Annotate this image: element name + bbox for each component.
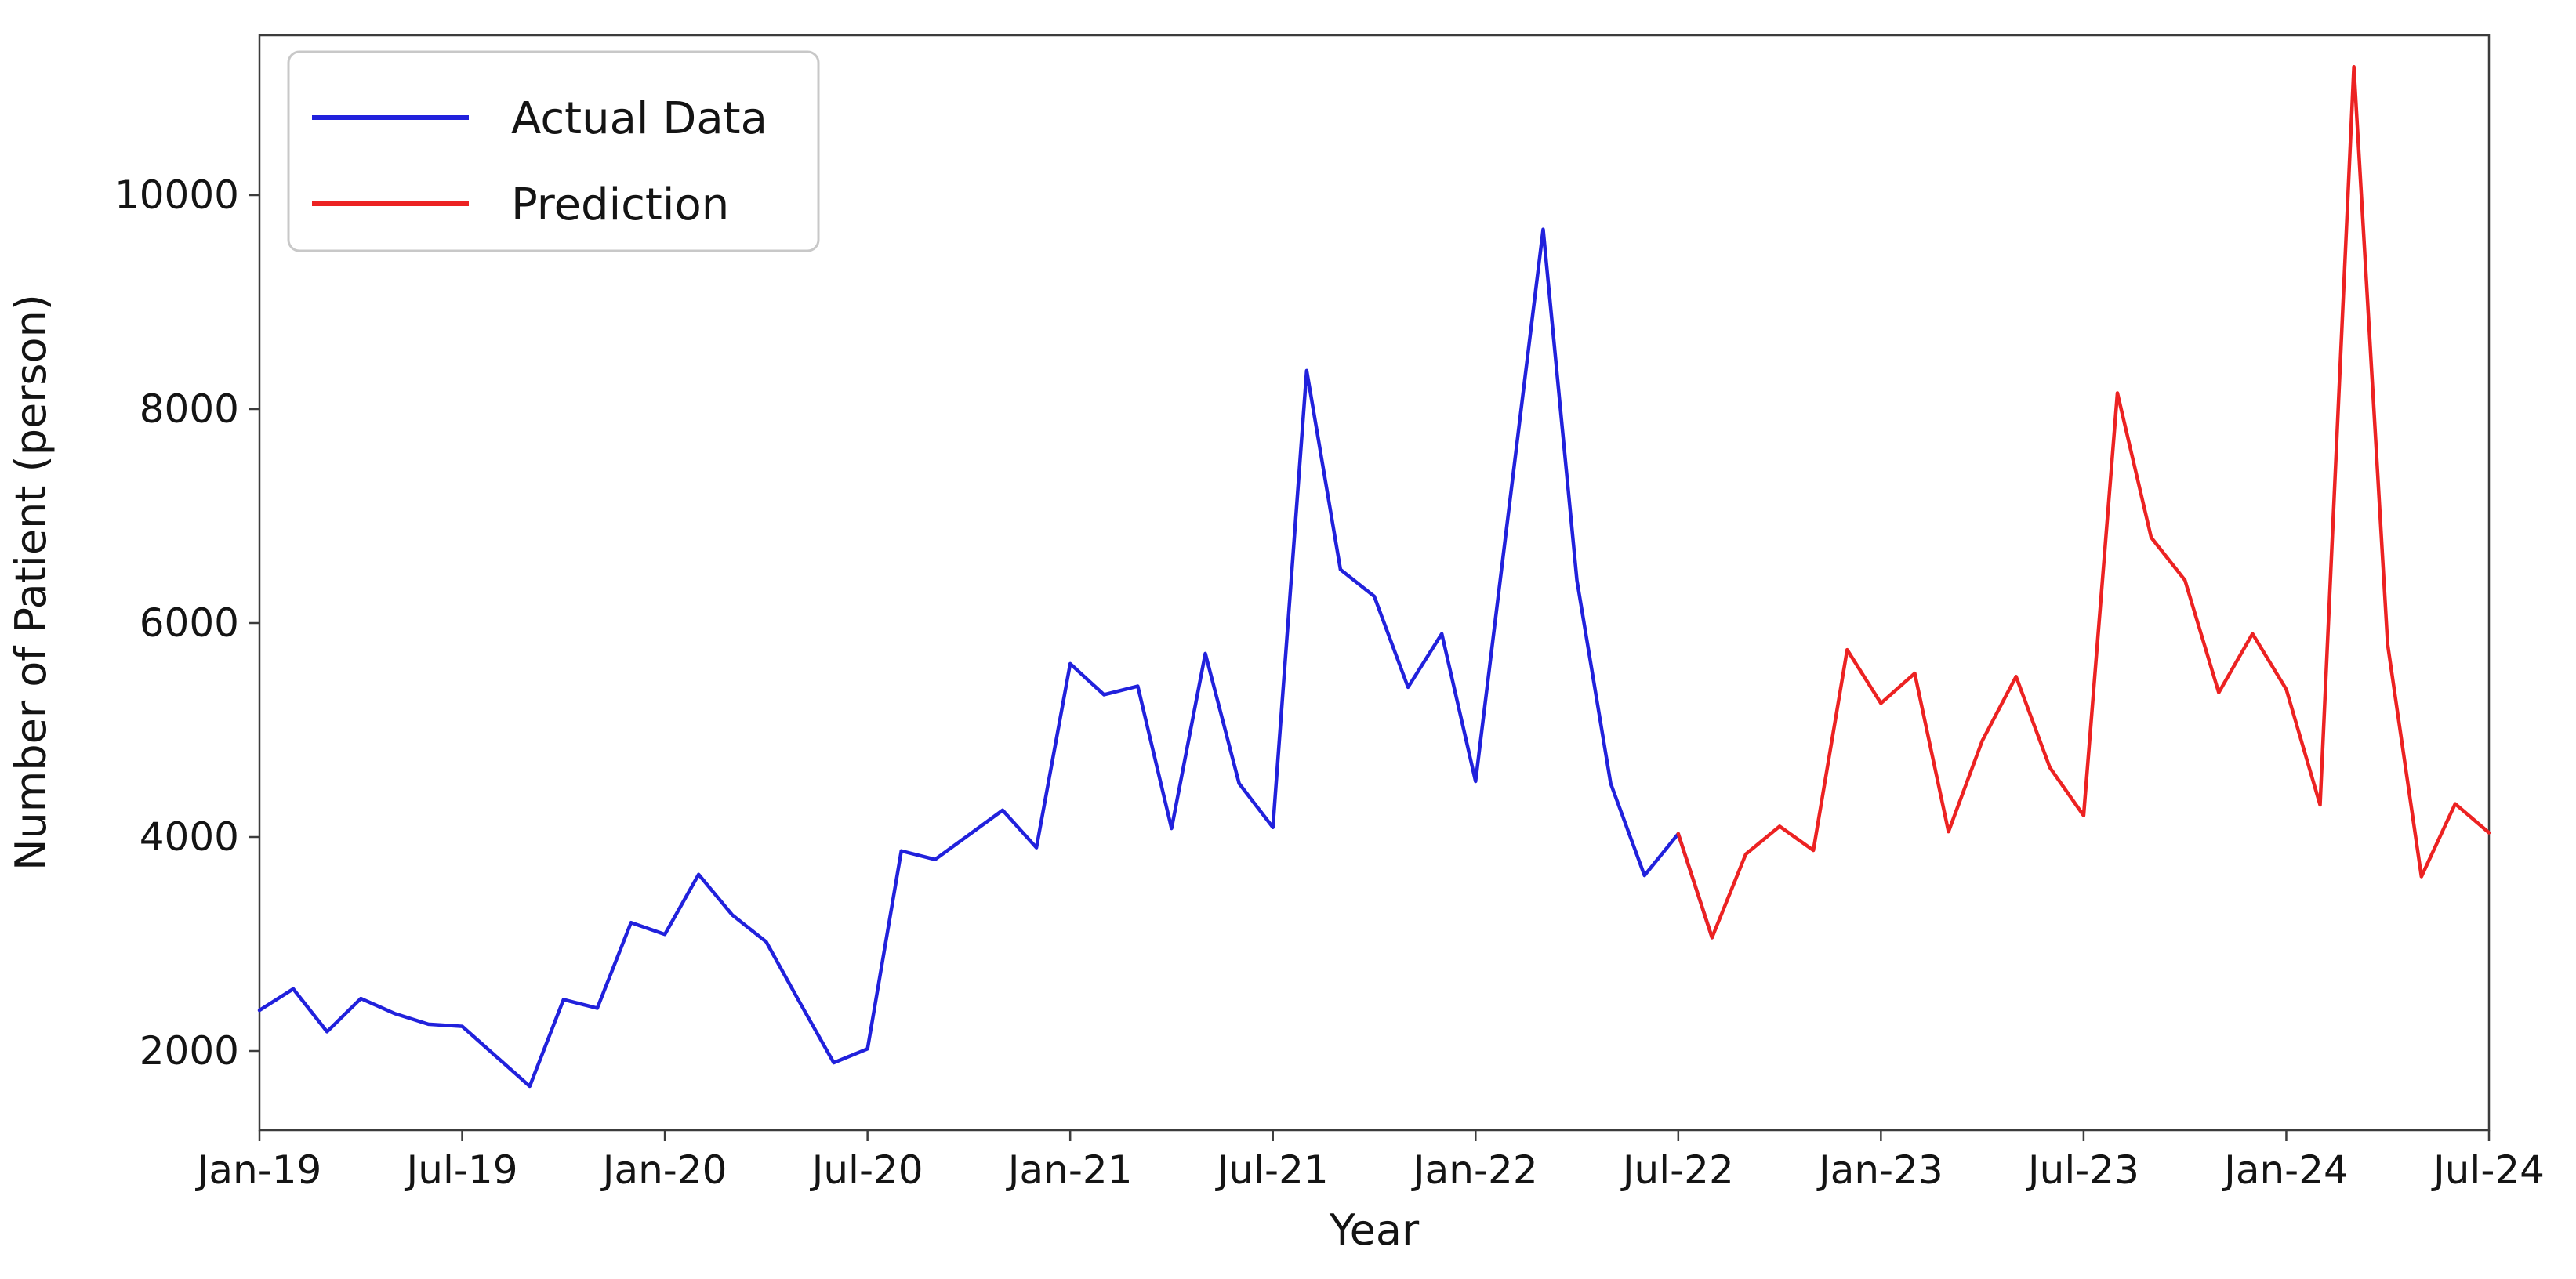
series-lines bbox=[257, 64, 2491, 1089]
x-tick-label: Jan-21 bbox=[1006, 1147, 1133, 1193]
y-tick-label: 2000 bbox=[140, 1028, 239, 1074]
legend: Actual Data Prediction bbox=[287, 50, 820, 252]
plot-area-border bbox=[258, 34, 2491, 1132]
x-tick-label: Jul-22 bbox=[1620, 1147, 1734, 1193]
y-axis-title: Number of Patient (person) bbox=[6, 294, 56, 871]
y-axis-ticks: 2000 4000 6000 8000 10000 bbox=[114, 172, 259, 1074]
y-tick-label: 10000 bbox=[114, 172, 239, 218]
x-tick-label: Jul-23 bbox=[2026, 1147, 2139, 1193]
x-axis-title: Year bbox=[1329, 1205, 1420, 1255]
y-tick-label: 6000 bbox=[140, 600, 239, 646]
x-tick-label: Jan-19 bbox=[195, 1147, 322, 1193]
x-axis-ticks: Jan-19 Jul-19 Jan-20 Jul-20 Jan-21 Jul-21 Jan-… bbox=[195, 1130, 2545, 1193]
legend-box bbox=[287, 50, 820, 252]
legend-actual-label: Actual Data bbox=[511, 93, 767, 144]
x-tick-label: Jul-21 bbox=[1215, 1147, 1329, 1193]
legend-prediction-label: Prediction bbox=[511, 179, 729, 230]
x-tick-label: Jul-20 bbox=[810, 1147, 923, 1193]
x-tick-label: Jul-19 bbox=[405, 1147, 518, 1193]
x-tick-label: Jan-22 bbox=[1411, 1147, 1538, 1193]
series-line-prediction bbox=[1676, 64, 2491, 940]
y-tick-label: 8000 bbox=[140, 386, 239, 432]
series-line-actual-data bbox=[257, 227, 1714, 1089]
x-tick-label: Jan-20 bbox=[600, 1147, 727, 1193]
x-tick-label: Jul-24 bbox=[2431, 1147, 2545, 1193]
y-tick-label: 4000 bbox=[140, 814, 239, 860]
x-tick-label: Jan-24 bbox=[2222, 1147, 2349, 1193]
x-tick-label: Jan-23 bbox=[1816, 1147, 1943, 1193]
